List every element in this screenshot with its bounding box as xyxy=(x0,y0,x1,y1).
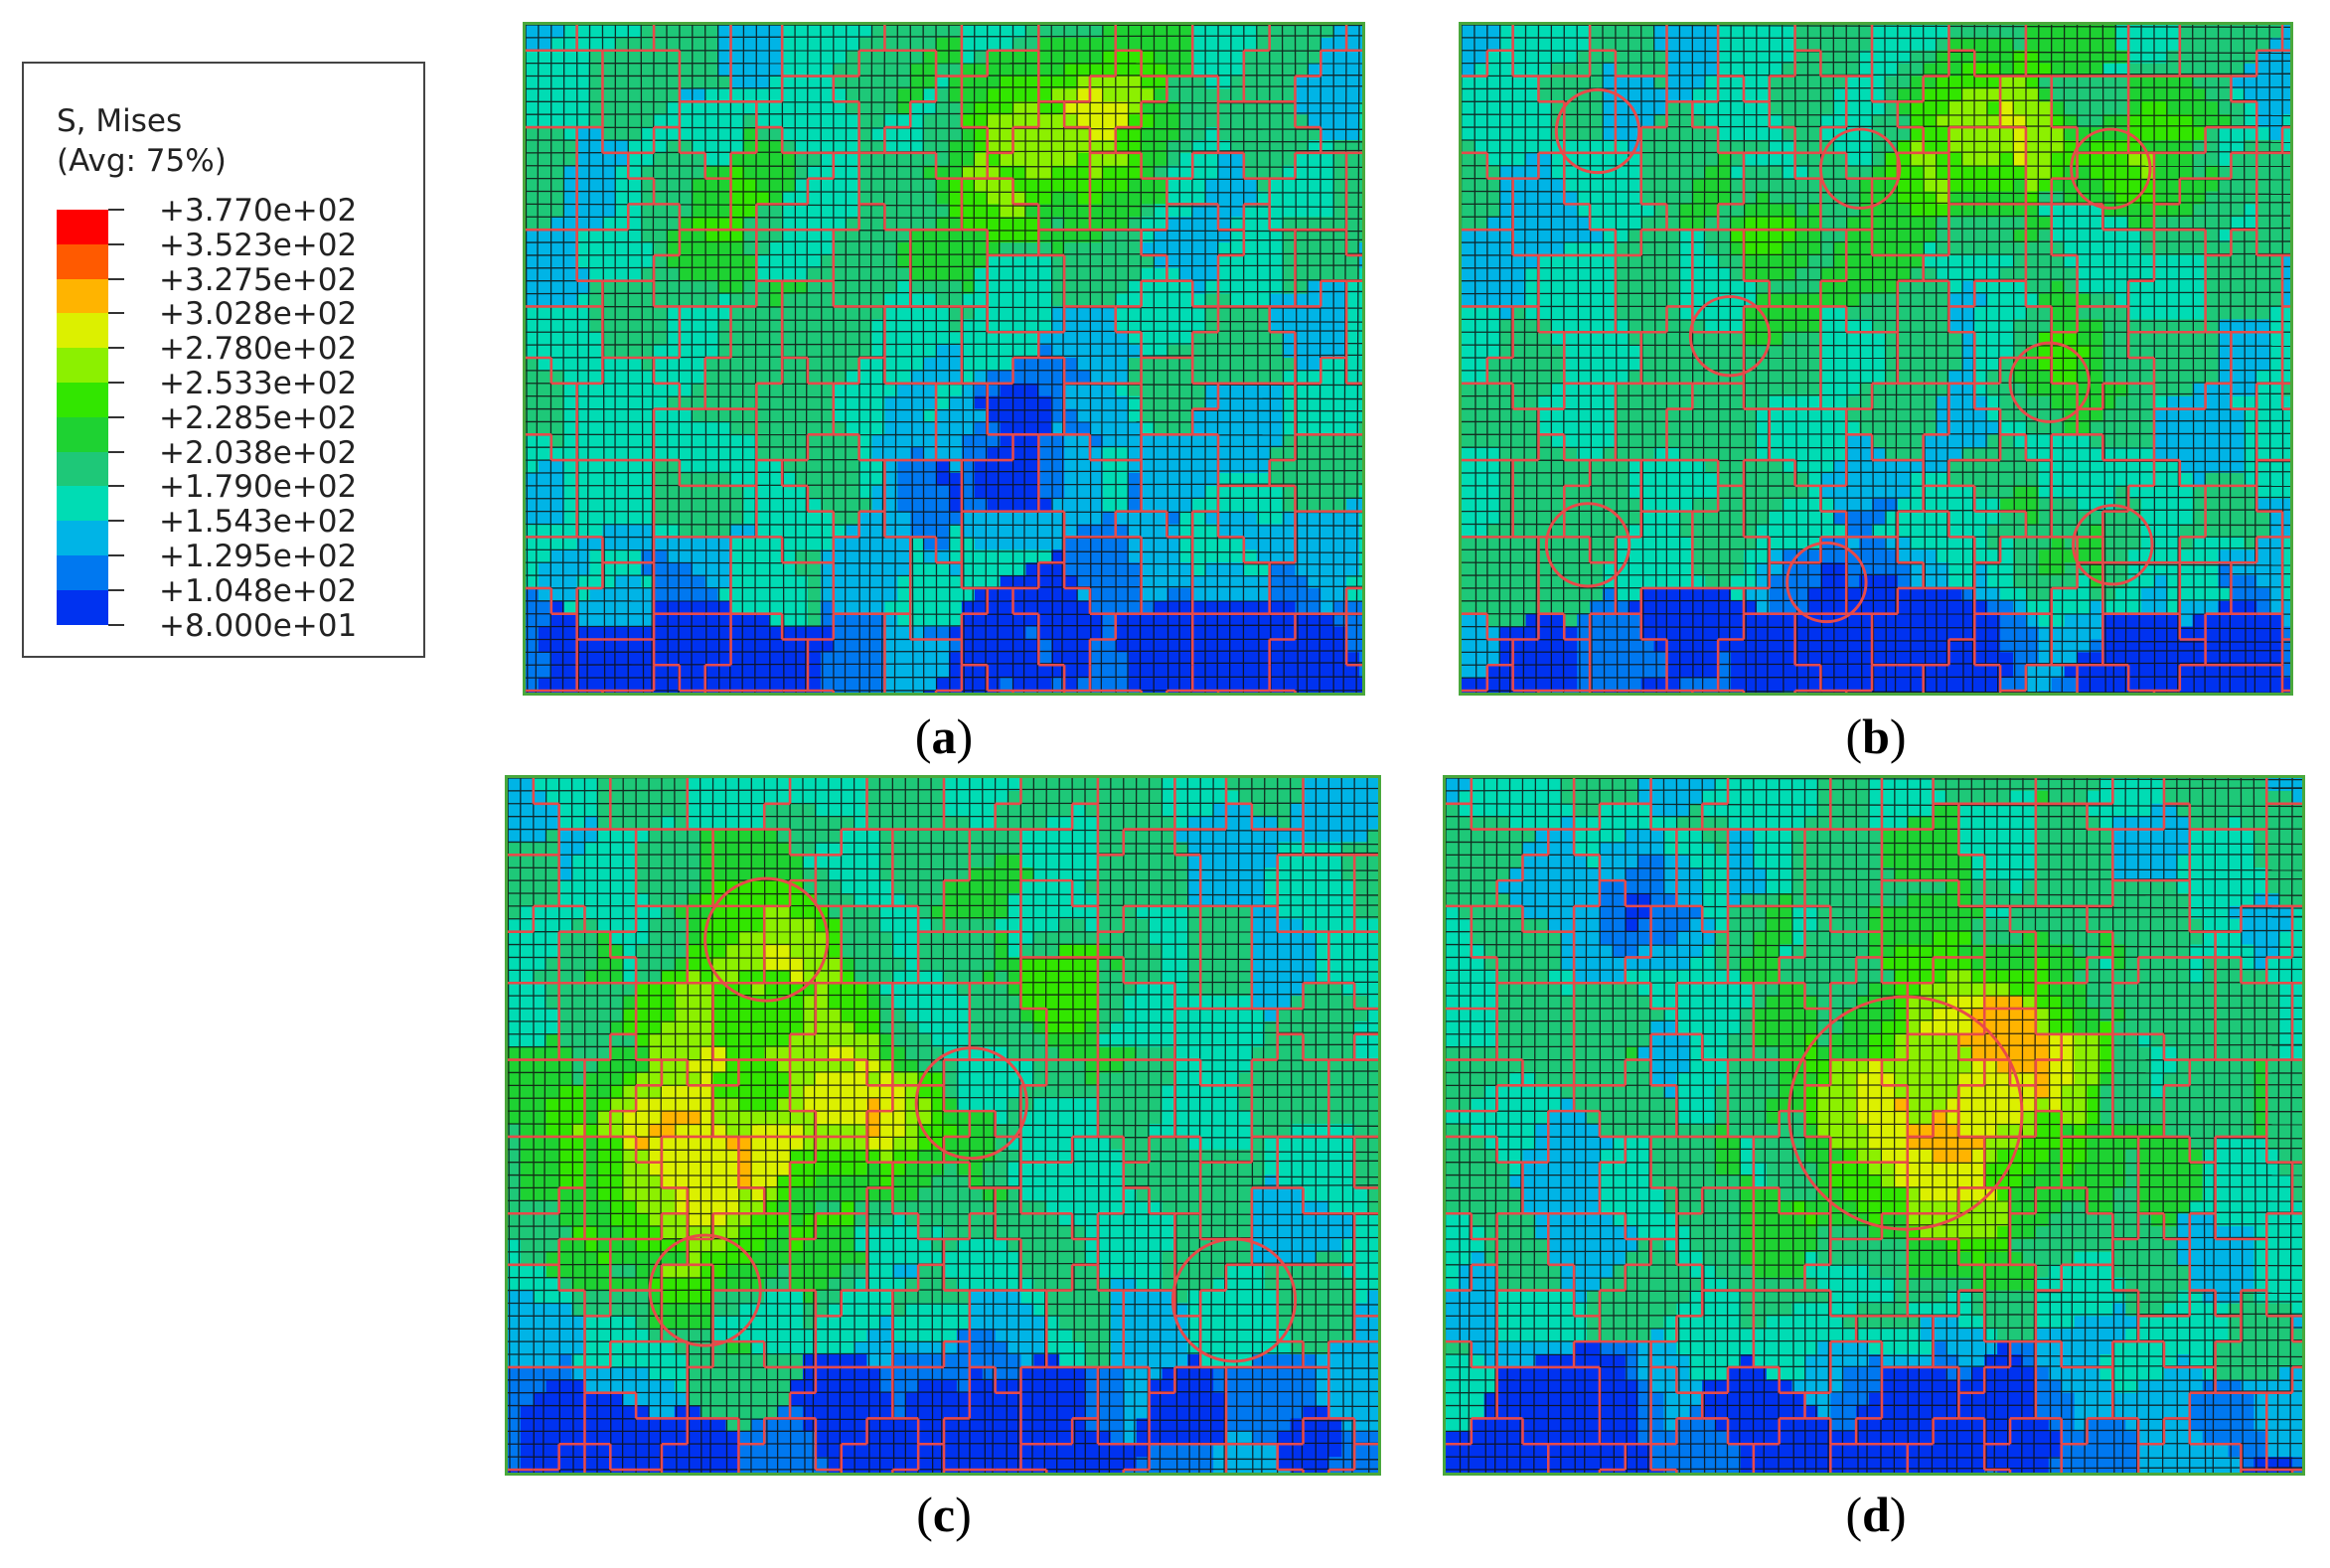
legend-label: +1.048e+02 xyxy=(159,572,358,609)
stress-cells xyxy=(526,25,1362,693)
inclusion-particle xyxy=(1818,127,1902,210)
inclusion-particle xyxy=(2070,127,2152,210)
legend-label: +3.770e+02 xyxy=(159,193,358,229)
panel-b-label-close: ) xyxy=(1889,708,1907,764)
legend-subtitle: (Avg: 75%) xyxy=(57,143,227,179)
panel-d-label: (d) xyxy=(1777,1486,1975,1543)
legend-label: +1.790e+02 xyxy=(159,469,358,506)
inclusion-particle xyxy=(1688,295,1772,378)
legend-tick xyxy=(108,485,124,488)
legend-swatch xyxy=(57,278,108,314)
legend-swatch xyxy=(57,416,108,452)
panel-a-label: (a) xyxy=(845,707,1043,765)
legend-tick xyxy=(108,382,124,384)
legend-label: +3.523e+02 xyxy=(159,227,358,263)
panel-a-label-close: ) xyxy=(956,708,974,764)
stress-legend: S, Mises (Avg: 75%) +3.770e+02 +3.523e+02… xyxy=(22,62,425,658)
inclusion-particle xyxy=(1170,1237,1298,1363)
inclusion-particle xyxy=(648,1233,762,1347)
legend-scale: +3.770e+02 +3.523e+02 +3.275e+02 +3.028e+02… xyxy=(57,64,424,660)
legend-tick xyxy=(108,450,124,453)
mesh-field-a xyxy=(526,25,1362,693)
legend-tick xyxy=(108,277,124,280)
mesh-field-c xyxy=(508,778,1378,1473)
inclusion-particle xyxy=(2008,341,2091,423)
mesh-field-b xyxy=(1462,25,2290,693)
legend-tick xyxy=(108,312,124,315)
stress-cells xyxy=(1446,778,2302,1473)
panel-b-stress-map xyxy=(1459,22,2293,696)
inclusion-particle xyxy=(1786,541,1868,624)
panel-c-label: (c) xyxy=(845,1486,1043,1543)
stress-cells xyxy=(508,778,1378,1473)
legend-label: +1.543e+02 xyxy=(159,504,358,541)
panel-c-label-close: ) xyxy=(955,1487,972,1542)
legend-label: +2.285e+02 xyxy=(159,399,358,436)
inclusion-particle xyxy=(703,876,830,1003)
legend-label: +1.295e+02 xyxy=(159,539,358,574)
panel-c-label-letter: c xyxy=(932,1487,956,1542)
panel-d-stress-map xyxy=(1443,775,2305,1476)
panel-d-label-letter: d xyxy=(1862,1487,1890,1542)
panel-c-label-open: ( xyxy=(916,1487,933,1542)
legend-tick xyxy=(108,209,124,211)
legend-swatch xyxy=(57,382,108,417)
legend-tick xyxy=(108,520,124,523)
panel-b-label-open: ( xyxy=(1845,708,1863,764)
legend-swatch xyxy=(57,210,108,244)
panel-b-label-letter: b xyxy=(1862,708,1890,764)
legend-swatch xyxy=(57,451,108,487)
panel-a-label-letter: a xyxy=(931,708,957,764)
legend-swatch xyxy=(57,486,108,522)
legend-label: +2.533e+02 xyxy=(159,366,358,401)
legend-swatch xyxy=(57,348,108,383)
legend-swatch xyxy=(57,554,108,590)
inclusion-particle xyxy=(914,1046,1028,1161)
panel-d-label-close: ) xyxy=(1889,1487,1907,1542)
legend-tick xyxy=(108,554,124,556)
inclusion-particle xyxy=(1554,87,1641,175)
legend-tick xyxy=(108,415,124,418)
stress-cells xyxy=(1462,25,2290,693)
legend-label: +2.780e+02 xyxy=(159,331,358,368)
legend-label: +3.028e+02 xyxy=(159,296,358,333)
mesh-field-d xyxy=(1446,778,2302,1473)
panel-d-label-open: ( xyxy=(1845,1487,1863,1542)
legend-color-bar xyxy=(57,210,108,625)
legend-swatch xyxy=(57,521,108,555)
legend-swatch xyxy=(57,313,108,349)
panel-c-stress-map xyxy=(505,775,1381,1476)
legend-swatch xyxy=(57,589,108,625)
panel-a-label-open: ( xyxy=(914,708,932,764)
legend-tick xyxy=(108,623,124,626)
legend-label: +3.275e+02 xyxy=(159,261,358,298)
legend-title: S, Mises xyxy=(57,103,183,139)
inclusion-particle xyxy=(2072,504,2154,586)
legend-label: +2.038e+02 xyxy=(159,434,358,471)
inclusion-particle xyxy=(1544,502,1631,588)
legend-tick xyxy=(108,242,124,245)
legend-tick xyxy=(108,588,124,591)
inclusion-particle xyxy=(1787,995,2024,1231)
legend-tick xyxy=(108,347,124,350)
legend-label: +8.000e+01 xyxy=(159,607,358,644)
legend-swatch xyxy=(57,243,108,279)
panel-a-stress-map xyxy=(523,22,1365,696)
panel-b-label: (b) xyxy=(1777,707,1975,765)
